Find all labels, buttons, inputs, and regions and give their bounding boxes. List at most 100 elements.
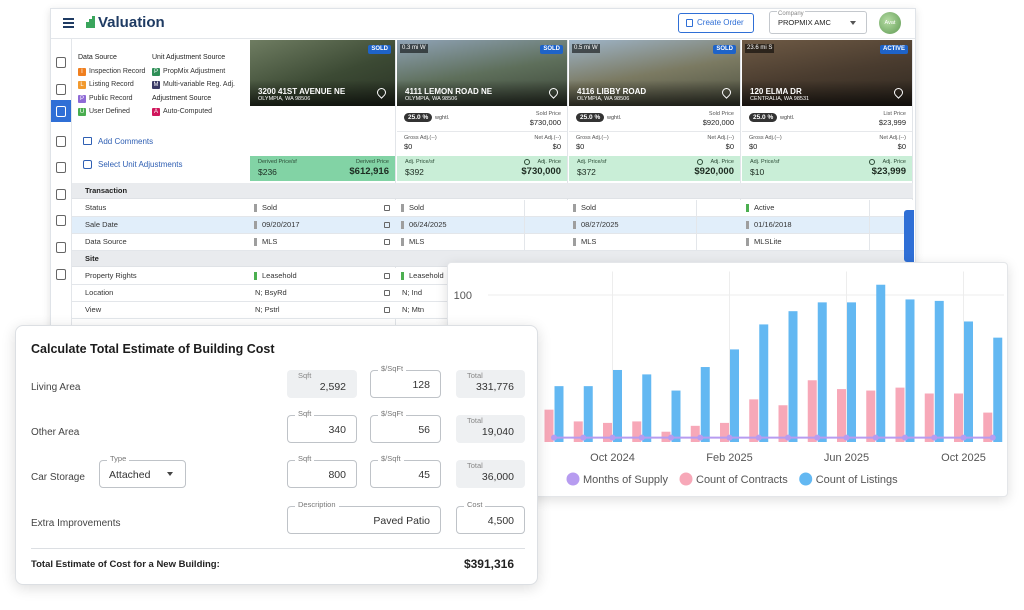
bar: [817, 302, 827, 442]
field-value: 331,776: [476, 381, 514, 393]
input-field[interactable]: [99, 460, 186, 488]
net-label: Net Adj.(--): [707, 135, 734, 141]
legend-label: Months of Supply: [583, 474, 668, 486]
adjustment-divider: [869, 200, 870, 216]
field-value[interactable]: 128: [412, 379, 430, 391]
source-chip: P: [152, 68, 160, 76]
net-value: $0: [552, 142, 561, 151]
input-field[interactable]: [287, 506, 441, 534]
edit-icon[interactable]: [384, 307, 390, 313]
source-chip: L: [78, 81, 86, 90]
dropdown-caret: [167, 472, 173, 476]
source-marker: [573, 204, 576, 212]
cell-value: Leasehold: [409, 271, 444, 280]
sidebar-icon[interactable]: [56, 136, 66, 147]
company-select[interactable]: [769, 11, 867, 34]
input-field[interactable]: [370, 370, 441, 398]
source-marker: [401, 204, 404, 212]
input-field[interactable]: [287, 460, 357, 488]
sidebar-icon[interactable]: [56, 215, 66, 226]
info-icon[interactable]: [524, 159, 530, 165]
photo-shade: [742, 80, 912, 106]
input-field[interactable]: [456, 506, 525, 534]
avatar[interactable]: Avat: [879, 12, 901, 34]
comment-icon: [83, 137, 92, 145]
price-footer: [397, 156, 567, 181]
sidebar-icon[interactable]: [56, 106, 66, 117]
input-field[interactable]: [287, 415, 357, 443]
app-title: Valuation: [98, 14, 165, 31]
chart: 100 Oct 2024 Feb 2025 Jun 2025 Oct 2025 Month…: [454, 271, 1004, 486]
bar: [778, 405, 788, 442]
status-badge: SOLD: [713, 45, 736, 54]
footer-right-value: $23,999: [871, 166, 906, 177]
property-city: CENTRALIA, WA 98531: [750, 96, 810, 102]
row-label: Property Rights: [85, 271, 137, 280]
price-label: Sold Price: [708, 111, 734, 117]
sidebar-icon[interactable]: [56, 242, 66, 253]
field-value[interactable]: 340: [328, 424, 346, 436]
create-order-label[interactable]: Create Order: [697, 18, 744, 27]
section-title: Transaction: [85, 186, 128, 195]
checkbox-icon: [83, 160, 92, 169]
create-order-button[interactable]: [678, 13, 754, 33]
add-comments[interactable]: Add Comments: [98, 137, 154, 146]
field-value[interactable]: Paved Patio: [373, 515, 430, 527]
sidebar-icon[interactable]: [56, 269, 66, 280]
footer-left-value: $236: [258, 167, 277, 177]
sidebar-icon[interactable]: [56, 57, 66, 68]
readonly-field: [456, 415, 525, 443]
line-point: [872, 434, 879, 441]
sidebar: [51, 39, 72, 337]
field-label: Total: [467, 371, 483, 380]
net-label: Net Adj.(--): [534, 135, 561, 141]
distance-tag: 0.5 mi W: [572, 44, 600, 53]
sidebar-icon[interactable]: [56, 189, 66, 200]
header-divider: [51, 38, 915, 39]
field-value[interactable]: 4,500: [487, 515, 514, 527]
x-tick-label: Feb 2025: [706, 452, 752, 464]
menu-bar: [63, 26, 74, 28]
property-address: 4116 LIBBY ROAD: [577, 87, 647, 96]
input-field[interactable]: [370, 460, 441, 488]
cell-value: N; Pstrl: [255, 305, 280, 314]
field-value[interactable]: 56: [418, 424, 430, 436]
select-adjustments[interactable]: Select Unit Adjustments: [98, 160, 183, 169]
footer-right-label: Adj. Price: [882, 159, 906, 165]
field-label: $/SqFt: [378, 364, 407, 374]
input-field[interactable]: [370, 415, 441, 443]
adjustment-divider: [696, 217, 697, 233]
company-value: PROPMIX AMC: [778, 18, 831, 27]
section-row: [72, 183, 913, 199]
edit-icon[interactable]: [384, 222, 390, 228]
field-value[interactable]: 800: [328, 469, 346, 481]
edit-icon[interactable]: [384, 273, 390, 279]
edit-icon[interactable]: [384, 290, 390, 296]
sidebar-icon[interactable]: [56, 84, 66, 95]
line-point: [638, 434, 645, 441]
sidebar-icon[interactable]: [56, 162, 66, 173]
source-chip: I: [78, 68, 86, 76]
bar: [759, 324, 769, 442]
property-address: 3200 41ST AVENUE NE: [258, 87, 346, 96]
cell-value: Sold: [581, 203, 597, 212]
info-icon[interactable]: [869, 159, 875, 165]
price-label: Sold Price: [535, 111, 561, 117]
side-tab[interactable]: [904, 210, 914, 262]
legend-swatch: [679, 472, 693, 486]
photo-shade: [397, 80, 567, 106]
footer-left-label: Derived Price/sf: [258, 159, 297, 165]
bar: [847, 302, 856, 442]
field-value[interactable]: Attached: [109, 469, 151, 481]
cell-value: MLS: [581, 237, 597, 246]
bar: [788, 311, 798, 442]
edit-icon[interactable]: [384, 205, 390, 211]
edit-icon[interactable]: [384, 239, 390, 245]
line-point: [785, 434, 791, 441]
price-value: $23,999: [878, 118, 906, 127]
line-point: [960, 434, 967, 441]
source-label: Auto-Computed: [163, 108, 213, 115]
field-value[interactable]: 45: [418, 469, 430, 481]
info-icon[interactable]: [697, 159, 703, 165]
gross-label: Gross Adj.(--): [576, 135, 609, 141]
